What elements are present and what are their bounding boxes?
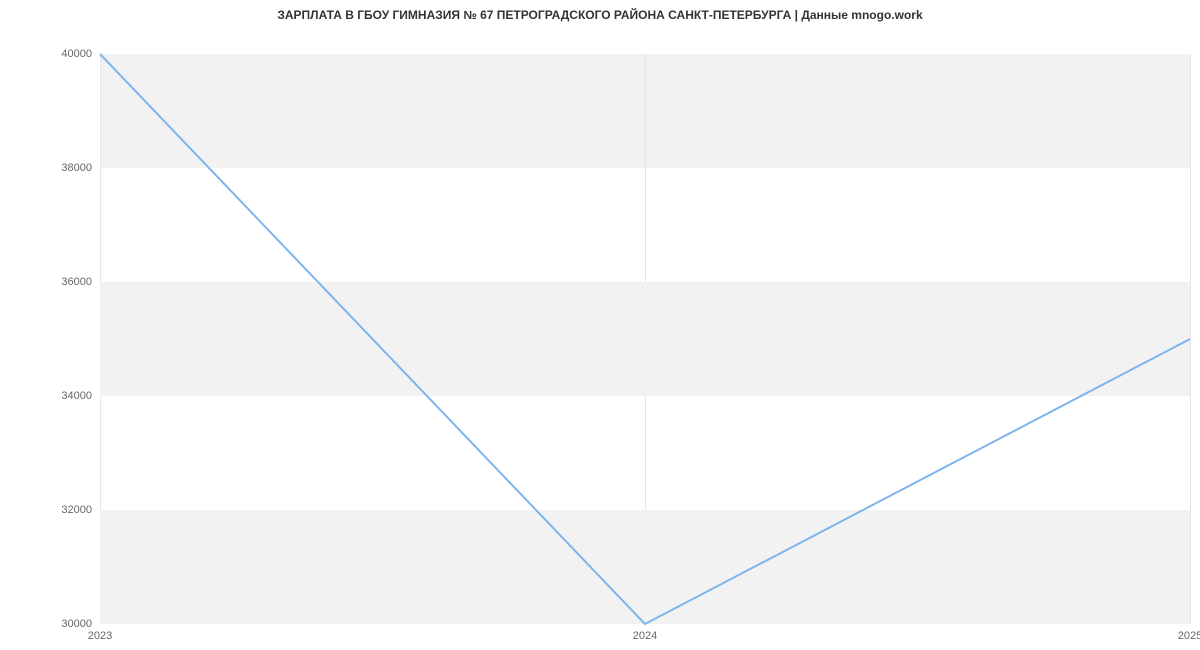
y-tick-label: 34000: [61, 390, 100, 402]
series-line: [100, 54, 1190, 624]
x-tick-label: 2024: [633, 624, 657, 642]
y-tick-label: 38000: [61, 162, 100, 174]
y-tick-label: 32000: [61, 504, 100, 516]
y-tick-label: 36000: [61, 276, 100, 288]
grid-line-vertical: [1190, 54, 1191, 624]
chart-container: 3000032000340003600038000400002023202420…: [0, 26, 1200, 646]
line-layer: [100, 54, 1190, 624]
chart-title: ЗАРПЛАТА В ГБОУ ГИМНАЗИЯ № 67 ПЕТРОГРАДС…: [0, 0, 1200, 26]
x-tick-label: 2023: [88, 624, 112, 642]
y-tick-label: 40000: [61, 48, 100, 60]
x-tick-label: 2025: [1178, 624, 1200, 642]
plot-area: 3000032000340003600038000400002023202420…: [100, 54, 1190, 624]
